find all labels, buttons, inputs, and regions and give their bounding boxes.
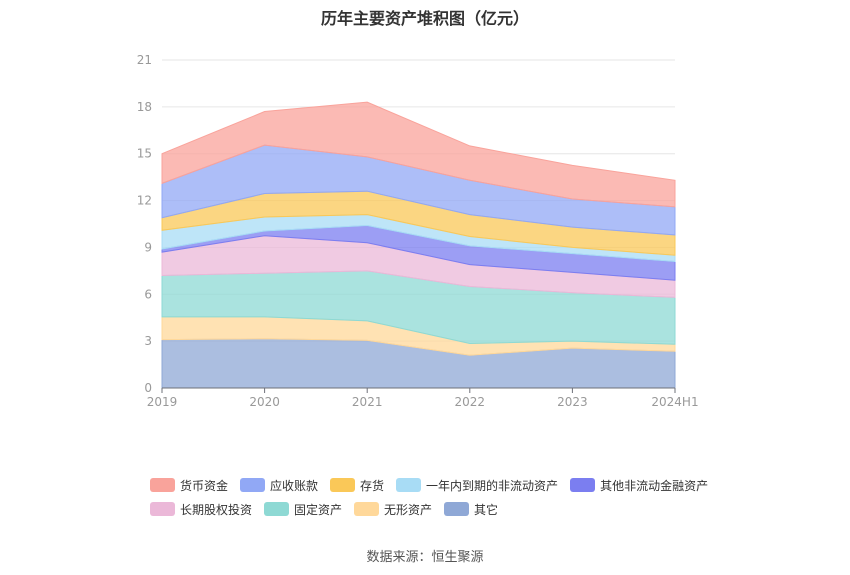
legend-label: 其他非流动金融资产	[600, 478, 709, 493]
stacked-area-chart: 0 3 6 9 12 15 18 21 2019 2020 2021 2022 2023 2024H1	[137, 53, 699, 409]
x-tick-label: 2021	[352, 395, 383, 409]
x-tick-label: 2022	[455, 395, 486, 409]
y-tick-label: 15	[137, 147, 152, 161]
y-tick-label: 9	[144, 240, 152, 254]
legend-swatch	[444, 502, 470, 516]
legend-label: 其它	[474, 502, 499, 517]
legend-label: 无形资产	[384, 502, 433, 517]
legend-swatch	[240, 478, 266, 492]
legend-label: 应收账款	[270, 478, 319, 493]
legend-swatch	[330, 478, 356, 492]
y-tick-label: 18	[137, 100, 152, 114]
y-tick-label: 21	[137, 53, 152, 67]
chart-title: 历年主要资产堆积图（亿元）	[320, 9, 529, 28]
x-tick-label: 2020	[249, 395, 280, 409]
legend-item[interactable]: 固定资产	[264, 501, 342, 518]
legend-item[interactable]: 存货	[330, 477, 384, 494]
legend-swatch	[150, 502, 175, 516]
legend-label: 货币资金	[180, 478, 229, 493]
legend-swatch	[354, 502, 380, 516]
data-source: 数据来源：恒生聚源	[366, 550, 484, 565]
legend-swatch	[396, 478, 422, 492]
legend-item[interactable]: 应收账款	[240, 477, 318, 494]
x-tick-label: 2024H1	[651, 395, 698, 409]
y-tick-label: 6	[144, 287, 152, 301]
legend-label: 固定资产	[294, 502, 343, 517]
y-tick-label: 0	[144, 381, 152, 395]
legend-item[interactable]: 无形资产	[354, 501, 432, 518]
legend-item[interactable]: 其他非流动金融资产	[570, 477, 708, 494]
y-tick-label: 3	[144, 334, 152, 348]
legend: 货币资金 应收账款 存货 一年内到期的非流动资产 其他非流动金融资产 长期股权投资 固定资…	[150, 473, 750, 521]
legend-item[interactable]: 一年内到期的非流动资产	[396, 477, 558, 494]
legend-item[interactable]: 货币资金	[150, 477, 228, 494]
legend-item[interactable]: 长期股权投资	[150, 501, 252, 518]
legend-swatch	[570, 478, 596, 492]
legend-swatch	[150, 478, 175, 492]
y-tick-label: 12	[137, 194, 152, 208]
legend-label: 存货	[360, 478, 385, 493]
x-tick-label: 2023	[557, 395, 588, 409]
legend-row: 长期股权投资 固定资产 无形资产 其它	[150, 497, 750, 521]
legend-label: 一年内到期的非流动资产	[426, 478, 559, 493]
legend-label: 长期股权投资	[180, 502, 253, 517]
legend-swatch	[264, 502, 290, 516]
area-series-8	[161, 101, 676, 208]
legend-item[interactable]: 其它	[444, 501, 498, 518]
x-tick-label: 2019	[147, 395, 178, 409]
legend-row: 货币资金 应收账款 存货 一年内到期的非流动资产 其他非流动金融资产	[150, 473, 750, 497]
